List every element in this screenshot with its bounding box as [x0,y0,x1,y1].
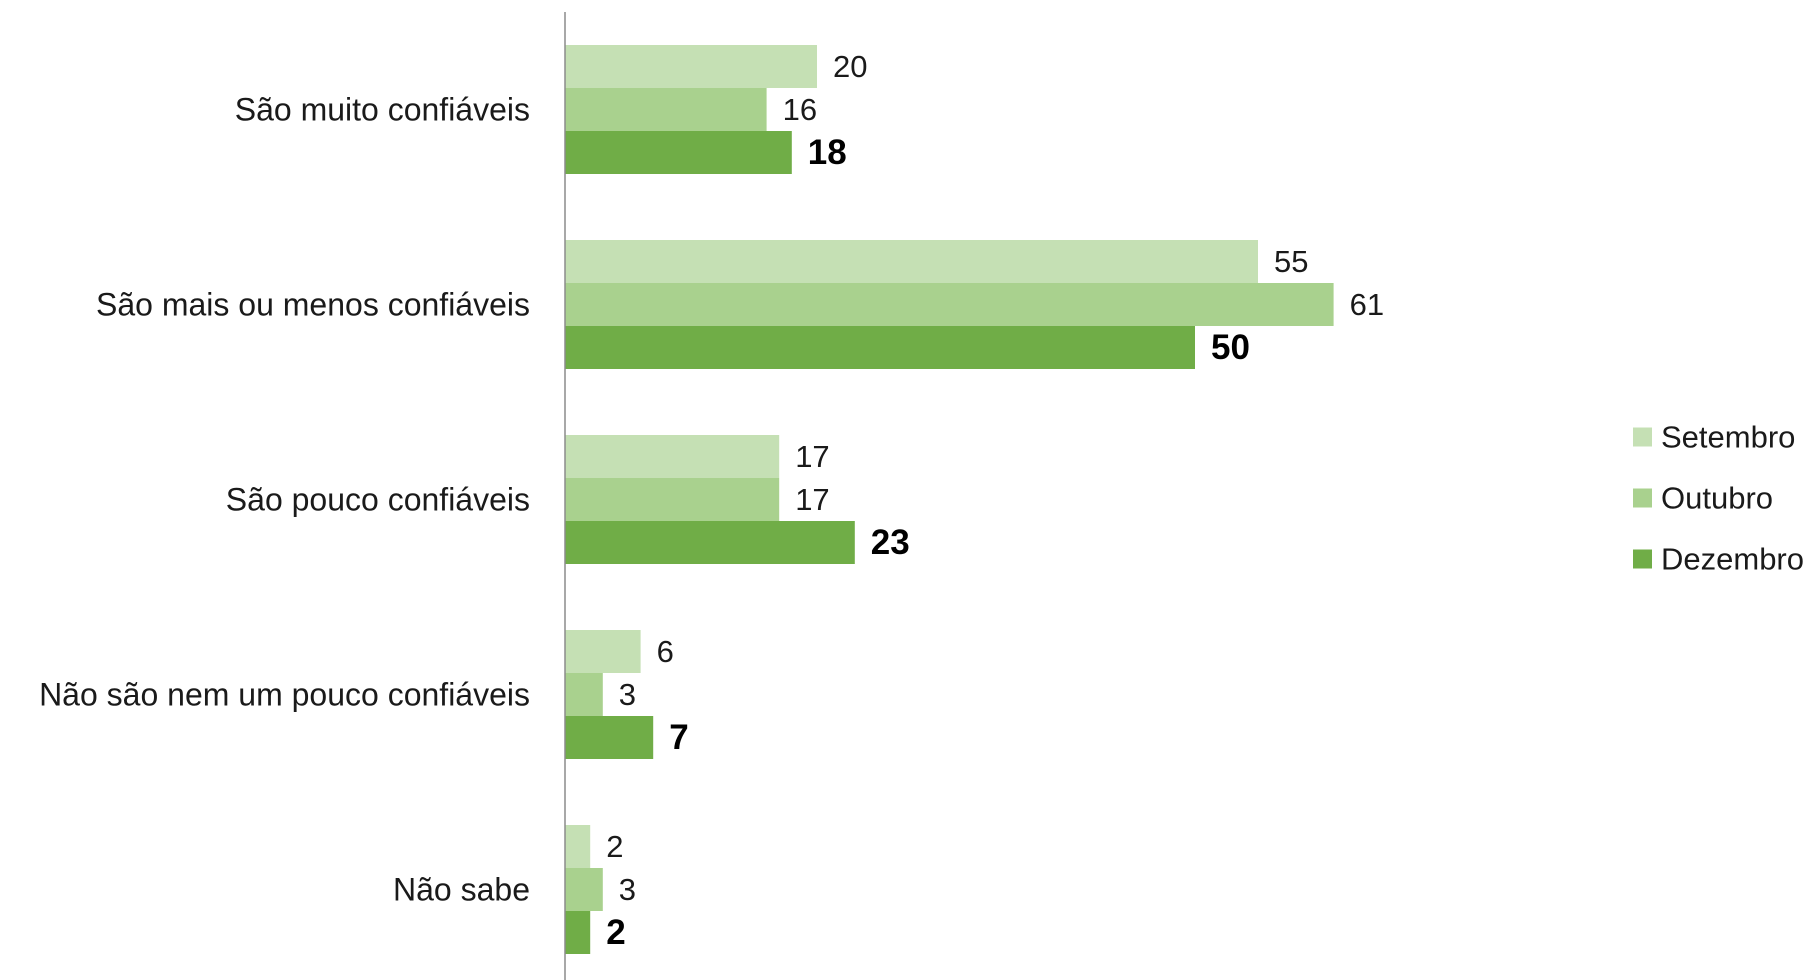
bar-outubro-2 [565,478,780,521]
bar-dezembro-1 [565,326,1195,369]
data-label-setembro-0: 20 [833,49,867,84]
bar-dezembro-2 [565,521,855,564]
legend-swatch-outubro [1633,488,1652,508]
category-label-1: São mais ou menos confiáveis [96,287,530,323]
bar-outubro-0 [565,88,767,131]
bar-dezembro-3 [565,716,654,759]
data-label-dezembro-1: 50 [1211,328,1250,367]
bar-outubro-1 [565,283,1334,326]
legend-swatch-setembro [1633,427,1652,447]
data-label-outubro-0: 16 [783,92,817,127]
data-label-outubro-2: 17 [795,482,829,517]
bar-dezembro-4 [565,911,591,954]
data-label-outubro-4: 3 [619,872,636,907]
bar-setembro-1 [565,240,1258,283]
legend: Setembro Outubro Dezembro [1633,420,1804,577]
data-label-dezembro-4: 2 [606,913,625,952]
category-label-3: Não são nem um pouco confiáveis [39,677,530,713]
data-label-dezembro-2: 23 [871,523,910,562]
bar-setembro-0 [565,45,817,88]
data-label-outubro-3: 3 [619,677,636,712]
category-label-0: São muito confiáveis [235,92,530,128]
legend-label-dezembro: Dezembro [1661,542,1804,577]
bar-setembro-4 [565,825,591,868]
bar-dezembro-0 [565,131,792,174]
data-label-dezembro-3: 7 [669,718,688,757]
category-label-4: Não sabe [393,872,530,908]
data-label-setembro-3: 6 [657,634,674,669]
category-labels: São muito confiáveis São mais ou menos co… [39,92,530,908]
bar-setembro-2 [565,435,780,478]
legend-label-outubro: Outubro [1661,481,1773,516]
data-label-setembro-2: 17 [795,439,829,474]
bar-outubro-3 [565,673,603,716]
data-label-setembro-1: 55 [1274,244,1308,279]
legend-swatch-dezembro [1633,549,1652,569]
bar-setembro-3 [565,630,641,673]
category-label-2: São pouco confiáveis [226,482,530,518]
bar-outubro-4 [565,868,603,911]
legend-label-setembro: Setembro [1661,420,1795,455]
data-label-dezembro-0: 18 [808,133,847,172]
data-label-outubro-1: 61 [1350,287,1384,322]
data-label-setembro-4: 2 [606,829,623,864]
